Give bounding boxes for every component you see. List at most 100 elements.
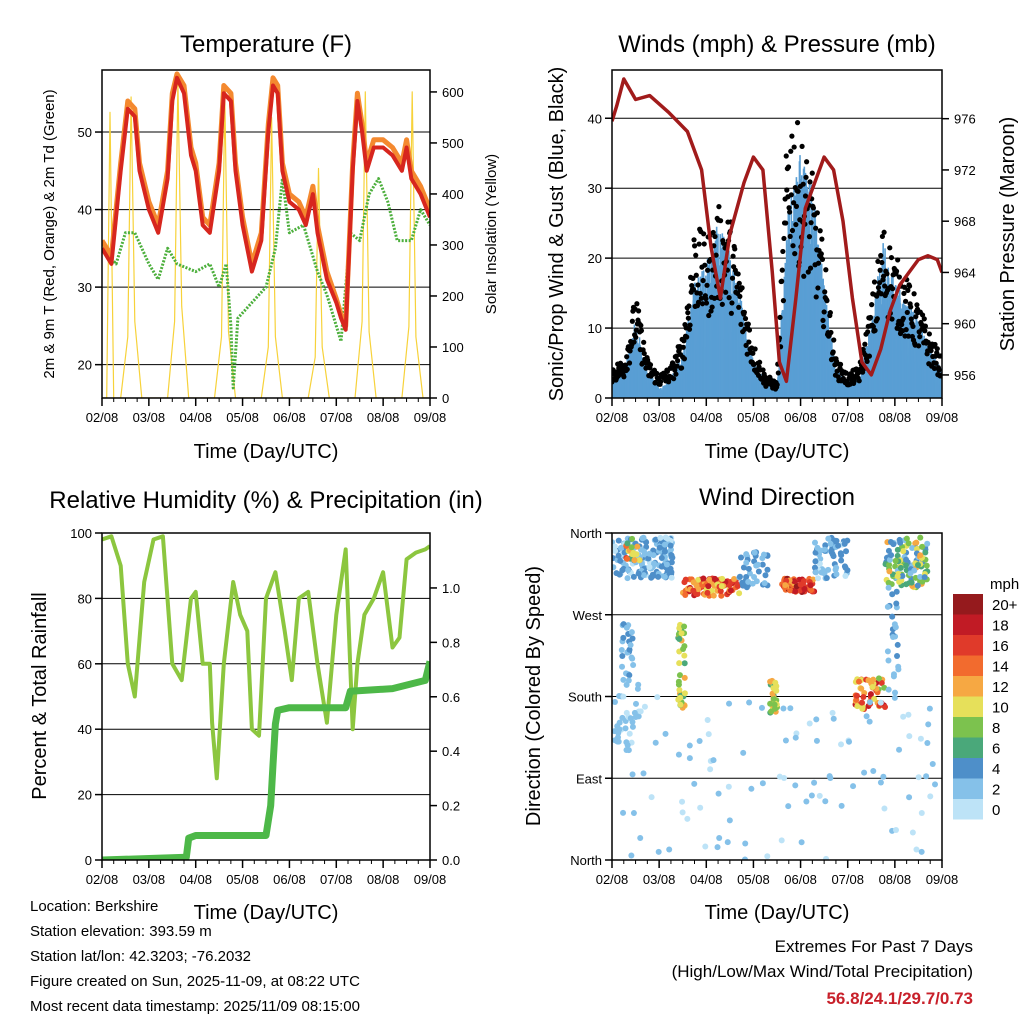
direction-point bbox=[909, 545, 916, 552]
direction-point bbox=[880, 773, 887, 780]
gust-point bbox=[916, 343, 922, 349]
direction-point bbox=[658, 563, 665, 570]
gust-point bbox=[780, 248, 786, 255]
direction-point bbox=[740, 749, 747, 756]
gust-point bbox=[708, 308, 714, 314]
direction-point bbox=[754, 561, 761, 568]
direction-point bbox=[693, 582, 700, 589]
direction-point bbox=[612, 698, 618, 705]
direction-point bbox=[619, 714, 626, 721]
x-tick-label: 07/08 bbox=[320, 410, 353, 425]
direction-point bbox=[619, 567, 626, 574]
direction-point bbox=[620, 676, 627, 683]
y-tick-label: West bbox=[573, 608, 603, 623]
legend-label: 4 bbox=[992, 761, 1000, 778]
direction-point bbox=[758, 704, 765, 711]
direction-point bbox=[762, 572, 769, 579]
solar-line bbox=[102, 81, 430, 398]
y2-tick-label: 964 bbox=[954, 265, 976, 280]
direction-point bbox=[625, 677, 632, 684]
direction-point bbox=[811, 539, 818, 546]
gust-point bbox=[925, 339, 931, 346]
y2-tick-label: 0 bbox=[442, 391, 449, 406]
x-tick-label: 04/08 bbox=[179, 410, 212, 425]
gust-point bbox=[900, 315, 906, 321]
gust-point bbox=[787, 209, 793, 215]
direction-point bbox=[881, 684, 888, 691]
direction-point bbox=[890, 633, 897, 640]
direction-point bbox=[855, 678, 862, 685]
gust-point bbox=[699, 301, 706, 307]
footer-created: Figure created on Sun, 2025-11-09, at 08… bbox=[30, 973, 360, 990]
gust-point bbox=[742, 315, 749, 322]
direction-point bbox=[882, 704, 889, 711]
direction-point bbox=[640, 534, 647, 541]
direction-point bbox=[709, 587, 716, 594]
direction-point bbox=[881, 805, 888, 812]
direction-point bbox=[681, 660, 688, 667]
gust-point bbox=[654, 370, 660, 376]
legend-label: 6 bbox=[992, 741, 1000, 758]
direction-point bbox=[814, 544, 821, 551]
direction-point bbox=[623, 746, 630, 753]
footer-location: Location: Berkshire bbox=[30, 898, 158, 915]
gust-point bbox=[876, 280, 883, 286]
gust-point bbox=[779, 267, 785, 273]
y2-tick-label: 600 bbox=[442, 85, 464, 100]
wind-series bbox=[612, 77, 942, 398]
gust-point bbox=[813, 294, 819, 300]
gust-point bbox=[786, 205, 792, 211]
gust-point bbox=[647, 362, 654, 368]
direction-point bbox=[764, 566, 771, 573]
gust-point bbox=[691, 237, 697, 243]
x-tick-label: 06/08 bbox=[784, 410, 817, 425]
direction-point bbox=[907, 570, 914, 577]
y2-tick-label: 100 bbox=[442, 340, 464, 355]
direction-point bbox=[686, 755, 693, 762]
direction-point bbox=[702, 843, 709, 850]
y2-tick-label: 972 bbox=[954, 163, 976, 178]
gust-point bbox=[673, 353, 680, 359]
direction-point bbox=[890, 541, 897, 548]
direction-point bbox=[726, 582, 733, 589]
direction-point bbox=[742, 840, 749, 847]
direction-point bbox=[906, 733, 913, 740]
y2-tick-label: 0.4 bbox=[442, 744, 460, 759]
y-tick-label: 60 bbox=[78, 657, 92, 672]
direction-point bbox=[811, 779, 818, 786]
direction-point bbox=[890, 673, 897, 680]
footer-elevation: Station elevation: 393.59 m bbox=[30, 923, 212, 940]
y2-tick-label: 0.0 bbox=[442, 853, 460, 868]
gust-point bbox=[878, 291, 884, 297]
direction-point bbox=[679, 809, 686, 816]
direction-point bbox=[623, 739, 630, 746]
direction-point bbox=[622, 725, 629, 732]
gust-point bbox=[882, 283, 888, 289]
direction-point bbox=[643, 543, 650, 550]
legend-swatch bbox=[953, 717, 983, 738]
direction-point bbox=[682, 592, 689, 599]
direction-point bbox=[619, 663, 626, 670]
direction-point bbox=[926, 705, 933, 712]
direction-point bbox=[871, 695, 878, 702]
direction-point bbox=[635, 570, 642, 577]
direction-point bbox=[681, 579, 688, 586]
direction-point bbox=[684, 815, 691, 822]
x-tick-label: 02/08 bbox=[86, 872, 119, 887]
gust-point bbox=[809, 170, 815, 176]
gust-point bbox=[712, 233, 718, 240]
direction-point bbox=[772, 679, 779, 686]
temperature-title: Temperature (F) bbox=[180, 31, 352, 58]
y-tick-label: East bbox=[576, 771, 602, 786]
direction-point bbox=[773, 687, 780, 694]
direction-point bbox=[813, 737, 820, 744]
direction-point bbox=[842, 564, 849, 571]
direction-point bbox=[743, 559, 750, 566]
direction-point bbox=[681, 690, 688, 697]
direction-point bbox=[815, 575, 822, 582]
gust-point bbox=[827, 310, 833, 316]
direction-point bbox=[640, 572, 647, 579]
gust-point bbox=[678, 365, 685, 371]
